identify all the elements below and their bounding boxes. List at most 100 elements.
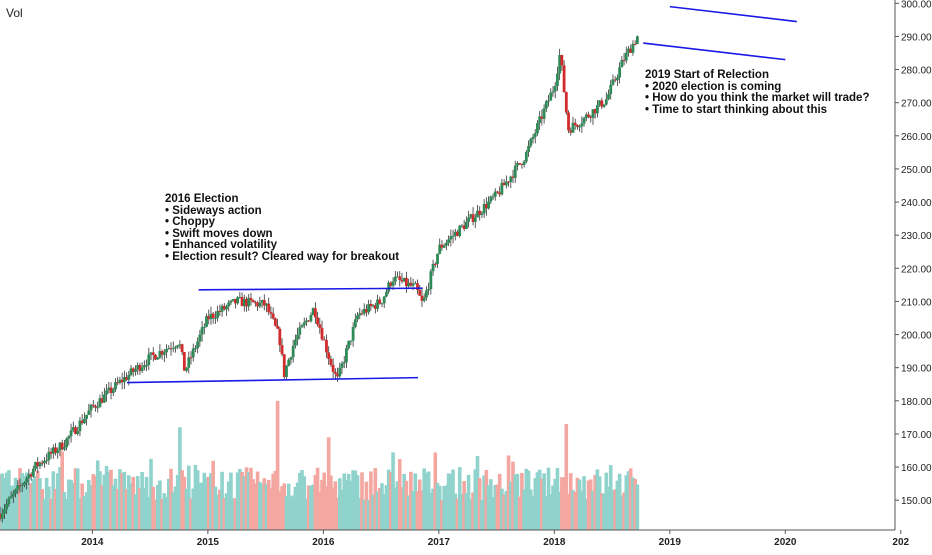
candle-body — [498, 192, 502, 195]
candle-body — [102, 394, 106, 403]
volume-bar — [400, 487, 404, 530]
volume-bar — [402, 473, 406, 530]
volume-bar — [593, 474, 597, 530]
candle-body — [547, 100, 550, 102]
volume-bar — [193, 464, 198, 530]
candle-body — [211, 313, 215, 319]
candle-body — [385, 291, 388, 297]
candle-body — [120, 379, 124, 383]
candle-body — [127, 374, 131, 380]
trendline — [198, 287, 423, 291]
volume-bar — [362, 499, 367, 530]
candle-body — [502, 182, 506, 186]
candle-body — [7, 498, 11, 505]
volume-bar — [520, 472, 524, 530]
volume-bar — [586, 480, 591, 530]
candle-body — [258, 302, 262, 307]
volume-bar — [87, 479, 91, 530]
volume-bar — [9, 486, 13, 530]
candle-body — [629, 48, 633, 53]
candle-body — [591, 109, 595, 118]
volume-bar — [555, 467, 560, 530]
candle-body — [493, 191, 497, 197]
candle-body — [149, 352, 153, 355]
candle-body — [305, 320, 308, 323]
volume-bar — [73, 468, 78, 530]
candle-body — [522, 161, 526, 165]
candle-body — [582, 117, 586, 124]
candle-body — [216, 310, 220, 318]
candle-body — [593, 109, 597, 114]
annotation-bullet: • Sideways action — [165, 204, 262, 217]
volume-bar — [120, 473, 124, 530]
volume-bar — [153, 499, 158, 530]
volume-bar — [349, 480, 353, 530]
candle-body — [114, 382, 117, 390]
candle-body — [200, 327, 204, 335]
volume-bar — [511, 461, 515, 530]
volume-bar — [491, 497, 495, 530]
candle-body — [189, 357, 193, 359]
volume-bar — [64, 499, 69, 530]
candle-body — [469, 214, 473, 218]
candle-body — [51, 447, 55, 454]
candle-body — [378, 299, 382, 304]
volume-bar — [595, 469, 600, 530]
x-tick-label: 202 — [892, 537, 909, 548]
candle-body — [551, 91, 555, 93]
candle-body — [567, 112, 570, 131]
volume-bar — [151, 486, 156, 530]
volume-bar — [104, 466, 109, 530]
volume-bar — [477, 478, 482, 530]
candle-body — [160, 351, 164, 355]
volume-bar — [282, 483, 287, 530]
volume-bar — [360, 472, 364, 530]
candle-body — [589, 116, 593, 118]
volume-bar — [573, 492, 577, 530]
candle-body — [420, 295, 424, 301]
candle-body — [194, 348, 197, 350]
candle-body — [234, 299, 237, 304]
candle-body — [458, 225, 462, 237]
candle-body — [338, 367, 342, 377]
volume-bar — [373, 468, 378, 530]
volume-bar — [320, 479, 324, 530]
volume-bar — [622, 492, 626, 530]
candle-body — [96, 407, 100, 409]
volume-bar — [18, 468, 22, 530]
candle-body — [491, 196, 495, 198]
candle-body — [369, 303, 373, 307]
candle-body — [351, 326, 355, 341]
candle-body — [222, 305, 226, 310]
candle-body — [11, 493, 15, 497]
candle-body — [453, 231, 457, 236]
candle-body — [298, 327, 302, 335]
volume-bar — [82, 496, 87, 530]
volume-bar — [107, 471, 111, 530]
y-tick-label: 290.00 — [901, 32, 932, 43]
candle-body — [67, 436, 71, 439]
volume-bar — [606, 486, 611, 530]
volume-bar — [462, 481, 466, 530]
volume-bar — [604, 472, 609, 530]
candle-body — [29, 474, 33, 477]
volume-bar — [244, 467, 249, 530]
candle-body — [227, 302, 231, 307]
candle-body — [411, 283, 415, 286]
candle-body — [136, 365, 140, 370]
volume-bar — [284, 496, 289, 530]
x-tick-label: 2019 — [659, 537, 682, 548]
candle-body — [38, 462, 42, 467]
volume-bar — [229, 472, 233, 530]
candle-body — [613, 79, 617, 81]
candle-body — [464, 221, 468, 230]
candle-body — [598, 100, 602, 106]
volume-bar — [404, 480, 409, 530]
candle-body — [400, 279, 404, 282]
volume-bar — [49, 498, 53, 530]
candle-body — [140, 367, 144, 371]
volume-bar — [366, 499, 371, 530]
candle-body — [467, 217, 470, 222]
candle-body — [36, 462, 40, 467]
volume-label: Vol — [6, 6, 23, 20]
